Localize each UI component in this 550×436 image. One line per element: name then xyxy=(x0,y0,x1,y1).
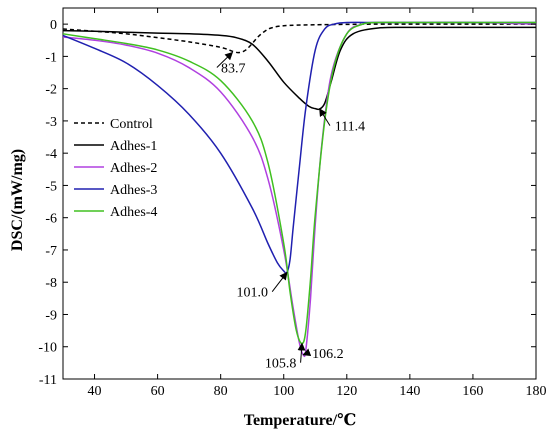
y-tick-label: 0 xyxy=(50,18,57,33)
y-tick-label: -7 xyxy=(45,244,57,259)
annotation-arrow xyxy=(297,342,306,363)
x-tick-label: 180 xyxy=(526,384,547,399)
series-line-adhes-3 xyxy=(62,21,536,275)
annotation-arrow xyxy=(271,271,288,293)
x-tick-label: 140 xyxy=(399,384,420,399)
annotations-layer: 83.7 111.4 101.0 105.8 106.2 xyxy=(216,51,365,372)
annotation-label: 105.8 xyxy=(265,357,297,372)
y-axis-title: DSC/(mW/mg) xyxy=(9,149,26,251)
legend: Control Adhes-1 Adhes-2 Adhes-3 Adhes-4 xyxy=(74,117,157,220)
annotation-arrow xyxy=(319,108,331,126)
annotation-arrow xyxy=(216,51,234,68)
legend-label: Adhes-4 xyxy=(110,205,157,220)
x-tick-label: 80 xyxy=(214,384,228,399)
y-tick-label: -2 xyxy=(45,83,57,98)
x-tick-label: 40 xyxy=(88,384,102,399)
series-line-adhes-1 xyxy=(62,26,536,111)
ticks-layer: 40 60 80 100 120 140 160 180 0 -1 -2 -3 -4 -5 -6 -7 -8 -9… xyxy=(38,8,547,399)
y-tick-label: -6 xyxy=(45,212,57,227)
x-tick-label: 120 xyxy=(336,384,357,399)
annotation-label: 106.2 xyxy=(312,347,344,362)
y-tick-label: -4 xyxy=(45,147,57,162)
series-line-control xyxy=(62,23,536,54)
x-tick-label: 100 xyxy=(273,384,294,399)
x-tick-label: 60 xyxy=(151,384,165,399)
legend-label: Adhes-1 xyxy=(110,139,157,154)
annotation-label: 83.7 xyxy=(221,62,246,77)
legend-label: Adhes-2 xyxy=(110,161,157,176)
x-axis-title: Temperature/℃ xyxy=(244,412,357,429)
y-tick-label: -5 xyxy=(45,179,57,194)
legend-label: Control xyxy=(110,117,153,132)
y-tick-label: -10 xyxy=(38,341,57,356)
y-tick-label: -1 xyxy=(45,50,57,65)
legend-label: Adhes-3 xyxy=(110,183,157,198)
annotation-label: 111.4 xyxy=(335,120,365,135)
y-tick-label: -9 xyxy=(45,308,57,323)
annotation-label: 101.0 xyxy=(236,286,268,301)
x-tick-label: 160 xyxy=(462,384,483,399)
y-tick-label: -8 xyxy=(45,276,57,291)
y-tick-label: -11 xyxy=(39,373,57,388)
plot-frame xyxy=(62,7,537,380)
y-tick-label: -3 xyxy=(45,115,57,130)
annotation-arrow xyxy=(302,348,312,357)
